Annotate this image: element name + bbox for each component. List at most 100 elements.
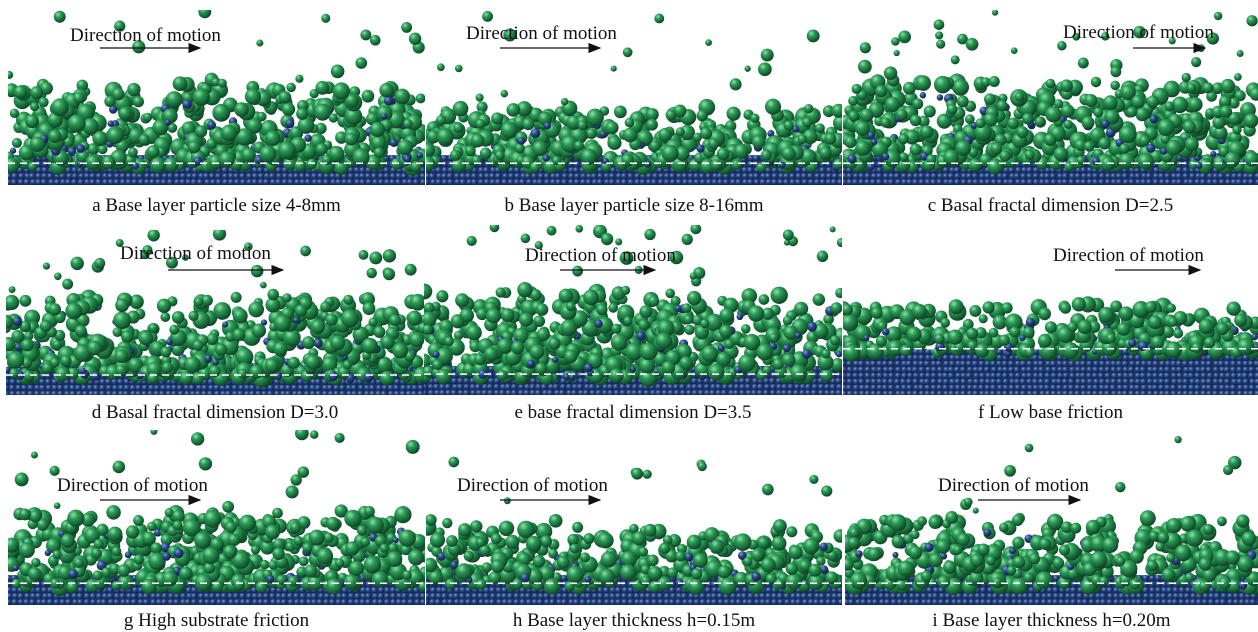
base-particle xyxy=(51,391,57,397)
base-particle xyxy=(1195,379,1201,385)
base-particle xyxy=(6,185,12,191)
base-particle xyxy=(447,179,453,185)
base-particle xyxy=(907,185,913,191)
particle xyxy=(1183,120,1196,133)
base-particle xyxy=(1062,379,1068,385)
particle xyxy=(298,117,315,134)
particle xyxy=(113,311,131,329)
particle xyxy=(234,102,249,117)
base-particle xyxy=(1164,173,1170,179)
base-particle xyxy=(895,185,901,191)
particle xyxy=(51,98,69,116)
base-particle xyxy=(476,390,482,396)
base-particle xyxy=(149,185,155,191)
base-particle xyxy=(328,391,334,397)
base-particle xyxy=(943,379,949,385)
base-particle xyxy=(390,185,396,191)
base-particle xyxy=(84,173,90,179)
base-particle xyxy=(543,185,549,191)
base-particle xyxy=(735,179,741,185)
base-particle xyxy=(1140,373,1146,379)
base-particle xyxy=(316,391,322,397)
particle xyxy=(794,302,808,316)
base-particle xyxy=(395,179,401,185)
base-particle xyxy=(1158,379,1164,385)
base-particle xyxy=(668,390,674,396)
base-particle xyxy=(818,390,824,396)
base-particle xyxy=(637,390,643,396)
base-particle xyxy=(310,391,316,397)
base-particle xyxy=(765,173,771,179)
base-particle xyxy=(276,185,282,191)
base-particle xyxy=(840,185,846,191)
base-particle xyxy=(471,173,477,179)
base-particle xyxy=(384,185,390,191)
particle xyxy=(1093,107,1103,117)
base-particle xyxy=(359,167,365,173)
base-particle xyxy=(936,185,942,191)
particle xyxy=(1101,120,1109,128)
base-particle xyxy=(954,173,960,179)
base-particle xyxy=(1069,185,1075,191)
base-particle xyxy=(888,367,894,373)
particle xyxy=(23,370,34,381)
base-particle xyxy=(734,384,740,390)
base-particle xyxy=(1135,355,1141,361)
base-particle xyxy=(71,185,77,191)
base-particle xyxy=(124,385,130,391)
base-particle xyxy=(505,384,511,390)
particle xyxy=(314,104,331,121)
base-particle xyxy=(18,179,24,185)
base-particle xyxy=(333,385,339,391)
particle xyxy=(501,308,515,322)
particle xyxy=(10,109,19,118)
base-particle xyxy=(1152,367,1158,373)
base-particle xyxy=(1014,173,1020,179)
base-particle xyxy=(814,173,820,179)
base-particle xyxy=(913,373,919,379)
particle xyxy=(157,299,171,313)
base-particle xyxy=(1111,367,1117,373)
particle xyxy=(325,313,337,325)
particle xyxy=(732,160,742,170)
base-particle xyxy=(144,173,150,179)
particle xyxy=(404,156,411,163)
particle xyxy=(1202,82,1213,93)
base-particle xyxy=(589,384,595,390)
base-particle xyxy=(369,385,375,391)
particle xyxy=(476,119,486,129)
scattered-particle xyxy=(476,94,484,102)
base-particle xyxy=(1213,367,1219,373)
base-particle xyxy=(1110,185,1116,191)
scattered-particle xyxy=(455,65,463,73)
particle xyxy=(343,295,353,305)
particle xyxy=(845,136,857,148)
base-particle xyxy=(102,179,108,185)
base-particle xyxy=(918,361,924,367)
base-particle xyxy=(610,185,616,191)
base-particle xyxy=(407,185,413,191)
base-particle xyxy=(1206,179,1212,185)
base-particle xyxy=(783,173,789,179)
base-particle xyxy=(495,179,501,185)
base-particle xyxy=(858,379,864,385)
base-particle xyxy=(420,179,426,185)
base-particle xyxy=(66,173,72,179)
base-particle xyxy=(715,390,721,396)
particle xyxy=(302,336,315,349)
base-particle xyxy=(644,390,650,396)
base-particle xyxy=(820,179,826,185)
base-particle xyxy=(390,173,396,179)
base-particle xyxy=(931,173,937,179)
particle xyxy=(684,325,694,335)
base-particle xyxy=(126,179,132,185)
base-particle xyxy=(1032,379,1038,385)
particle xyxy=(536,303,549,316)
particle xyxy=(815,123,825,133)
base-particle xyxy=(274,391,280,397)
particle xyxy=(717,148,730,161)
base-particle xyxy=(739,378,745,384)
particle xyxy=(527,360,535,368)
base-particle xyxy=(1116,361,1122,367)
particle xyxy=(219,151,235,167)
